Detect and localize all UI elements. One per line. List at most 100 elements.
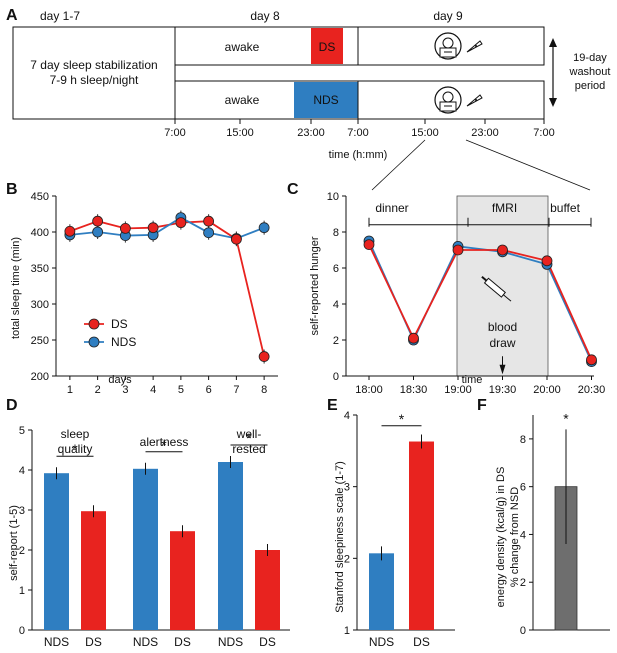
b-point-ds (119, 222, 131, 234)
time-tick-label: 7:00 (164, 127, 185, 139)
b-x-tick-label: 2 (95, 384, 101, 396)
washout-text-2: washout (569, 66, 611, 78)
b-x-tick-label: 8 (261, 384, 267, 396)
b-point-ds (92, 215, 104, 227)
b-ylabel: total sleep time (min) (10, 237, 22, 339)
time-tick-label: 23:00 (471, 127, 499, 139)
hunger-chart: 0 2 4 6 8 10 18:00 18:30 19:00 19:30 20:00 20:30 din… (327, 191, 606, 396)
f-significance-star: * (563, 410, 569, 426)
e-y-tick-label: 2 (344, 553, 350, 565)
c-point-ds (363, 239, 375, 251)
b-legend-label: DS (111, 317, 128, 331)
f-y-tick-label: 6 (520, 482, 526, 494)
d-y-tick-label: 5 (19, 425, 25, 437)
syringe-needle (503, 294, 512, 302)
pizza-icon (466, 94, 483, 107)
c-x-tick-label: 19:30 (489, 384, 517, 396)
f-ylabel-1: energy density (kcal/g) in DS (495, 467, 507, 608)
d-significance-star: * (161, 437, 167, 453)
stanford-chart: 1 2 3 4 NDS DS * (344, 410, 455, 649)
b-y-tick-label: 350 (31, 263, 49, 275)
c-point-ds (408, 332, 419, 344)
c-annotation-arrowhead (499, 364, 506, 375)
d-bar-nds (44, 473, 69, 630)
d-bar-ds (81, 511, 106, 630)
d-x-tick-label: NDS (133, 635, 158, 649)
d-y-tick-label: 2 (19, 545, 25, 557)
b-y-tick-label: 200 (31, 371, 49, 383)
c-y-tick-label: 4 (333, 299, 339, 311)
day-label-9: day 9 (433, 9, 463, 23)
ds-row (174, 26, 545, 66)
e-y-tick-label: 4 (344, 410, 350, 422)
d-y-tick-label: 0 (19, 625, 25, 637)
b-legend-marker (88, 318, 100, 330)
stabilization-box (12, 26, 176, 120)
day-label-8: day 8 (250, 9, 280, 23)
b-point-ds (258, 351, 270, 362)
nds-block-label: NDS (313, 93, 338, 107)
b-x-tick-label: 4 (150, 384, 156, 396)
nds-sleep-block (294, 82, 358, 118)
d-x-tick-label: DS (174, 635, 191, 649)
d-bar-nds (218, 462, 243, 630)
d-x-tick-label: NDS (218, 635, 243, 649)
syringe-plunger (481, 275, 488, 282)
time-tick-label: 7:00 (533, 127, 554, 139)
c-x-tick-label: 18:00 (355, 384, 383, 396)
b-y-tick-label: 300 (31, 299, 49, 311)
b-point-nds (92, 226, 104, 238)
c-x-tick-label: 20:30 (578, 384, 606, 396)
c-y-tick-label: 6 (333, 263, 339, 275)
b-legend-marker (88, 336, 100, 348)
c-y-tick-label: 0 (333, 371, 339, 383)
c-phase-dinner: dinner (375, 201, 408, 215)
c-y-tick-label: 10 (327, 191, 339, 203)
washout-text-3: period (575, 80, 606, 92)
c-point-ds (497, 244, 508, 256)
b-point-nds (203, 227, 215, 239)
c-point-ds (452, 244, 464, 256)
e-x-tick-label: DS (413, 635, 430, 649)
panel-label-f: F (477, 397, 487, 414)
e-x-tick-label: NDS (369, 635, 394, 649)
timeline-panel: day 1-7 day 8 day 9 7 day sleep stabiliz… (12, 9, 611, 191)
e-bar-nds (369, 553, 394, 630)
c-point-ds (541, 255, 553, 267)
nds-row-awake-label: awake (225, 93, 260, 107)
c-annotation-blood: blood (488, 320, 517, 334)
c-phase-buffet: buffet (550, 201, 580, 215)
b-point-ds (230, 233, 242, 245)
c-phase-fmri: fMRI (492, 201, 517, 215)
b-y-tick-label: 250 (31, 335, 49, 347)
d-significance-star: * (72, 441, 78, 457)
nds-row (174, 80, 545, 120)
panel-label-c: C (287, 181, 299, 198)
e-y-tick-label: 3 (344, 482, 350, 494)
zoom-line-left (371, 139, 426, 191)
b-x-tick-label: 3 (122, 384, 128, 396)
panel-label-a: A (6, 7, 18, 24)
sleep-time-chart: 200 250 300 350 400 450 1 2 3 4 5 6 7 8 DS NDS (31, 191, 278, 396)
panel-label-b: B (6, 181, 18, 198)
f-y-tick-label: 2 (520, 577, 526, 589)
b-point-ds (147, 222, 159, 234)
d-y-tick-label: 3 (19, 505, 25, 517)
d-bar-ds (170, 531, 195, 630)
b-x-tick-label: 7 (233, 384, 239, 396)
syringe-icon (481, 275, 512, 302)
e-ylabel: Stanford sleepiness scale (1-7) (334, 461, 346, 613)
time-tick-label: 23:00 (297, 127, 325, 139)
time-tick-label: 15:00 (226, 127, 254, 139)
c-x-tick-label: 18:30 (400, 384, 428, 396)
time-tick-label: 15:00 (411, 127, 439, 139)
c-y-tick-label: 2 (333, 335, 339, 347)
b-y-tick-label: 450 (31, 191, 49, 203)
b-x-tick-label: 1 (67, 384, 73, 396)
ds-sleep-block (311, 28, 343, 64)
d-group-title: well- (236, 427, 262, 441)
b-x-tick-label: 6 (206, 384, 212, 396)
c-series-line-ds (368, 244, 593, 361)
